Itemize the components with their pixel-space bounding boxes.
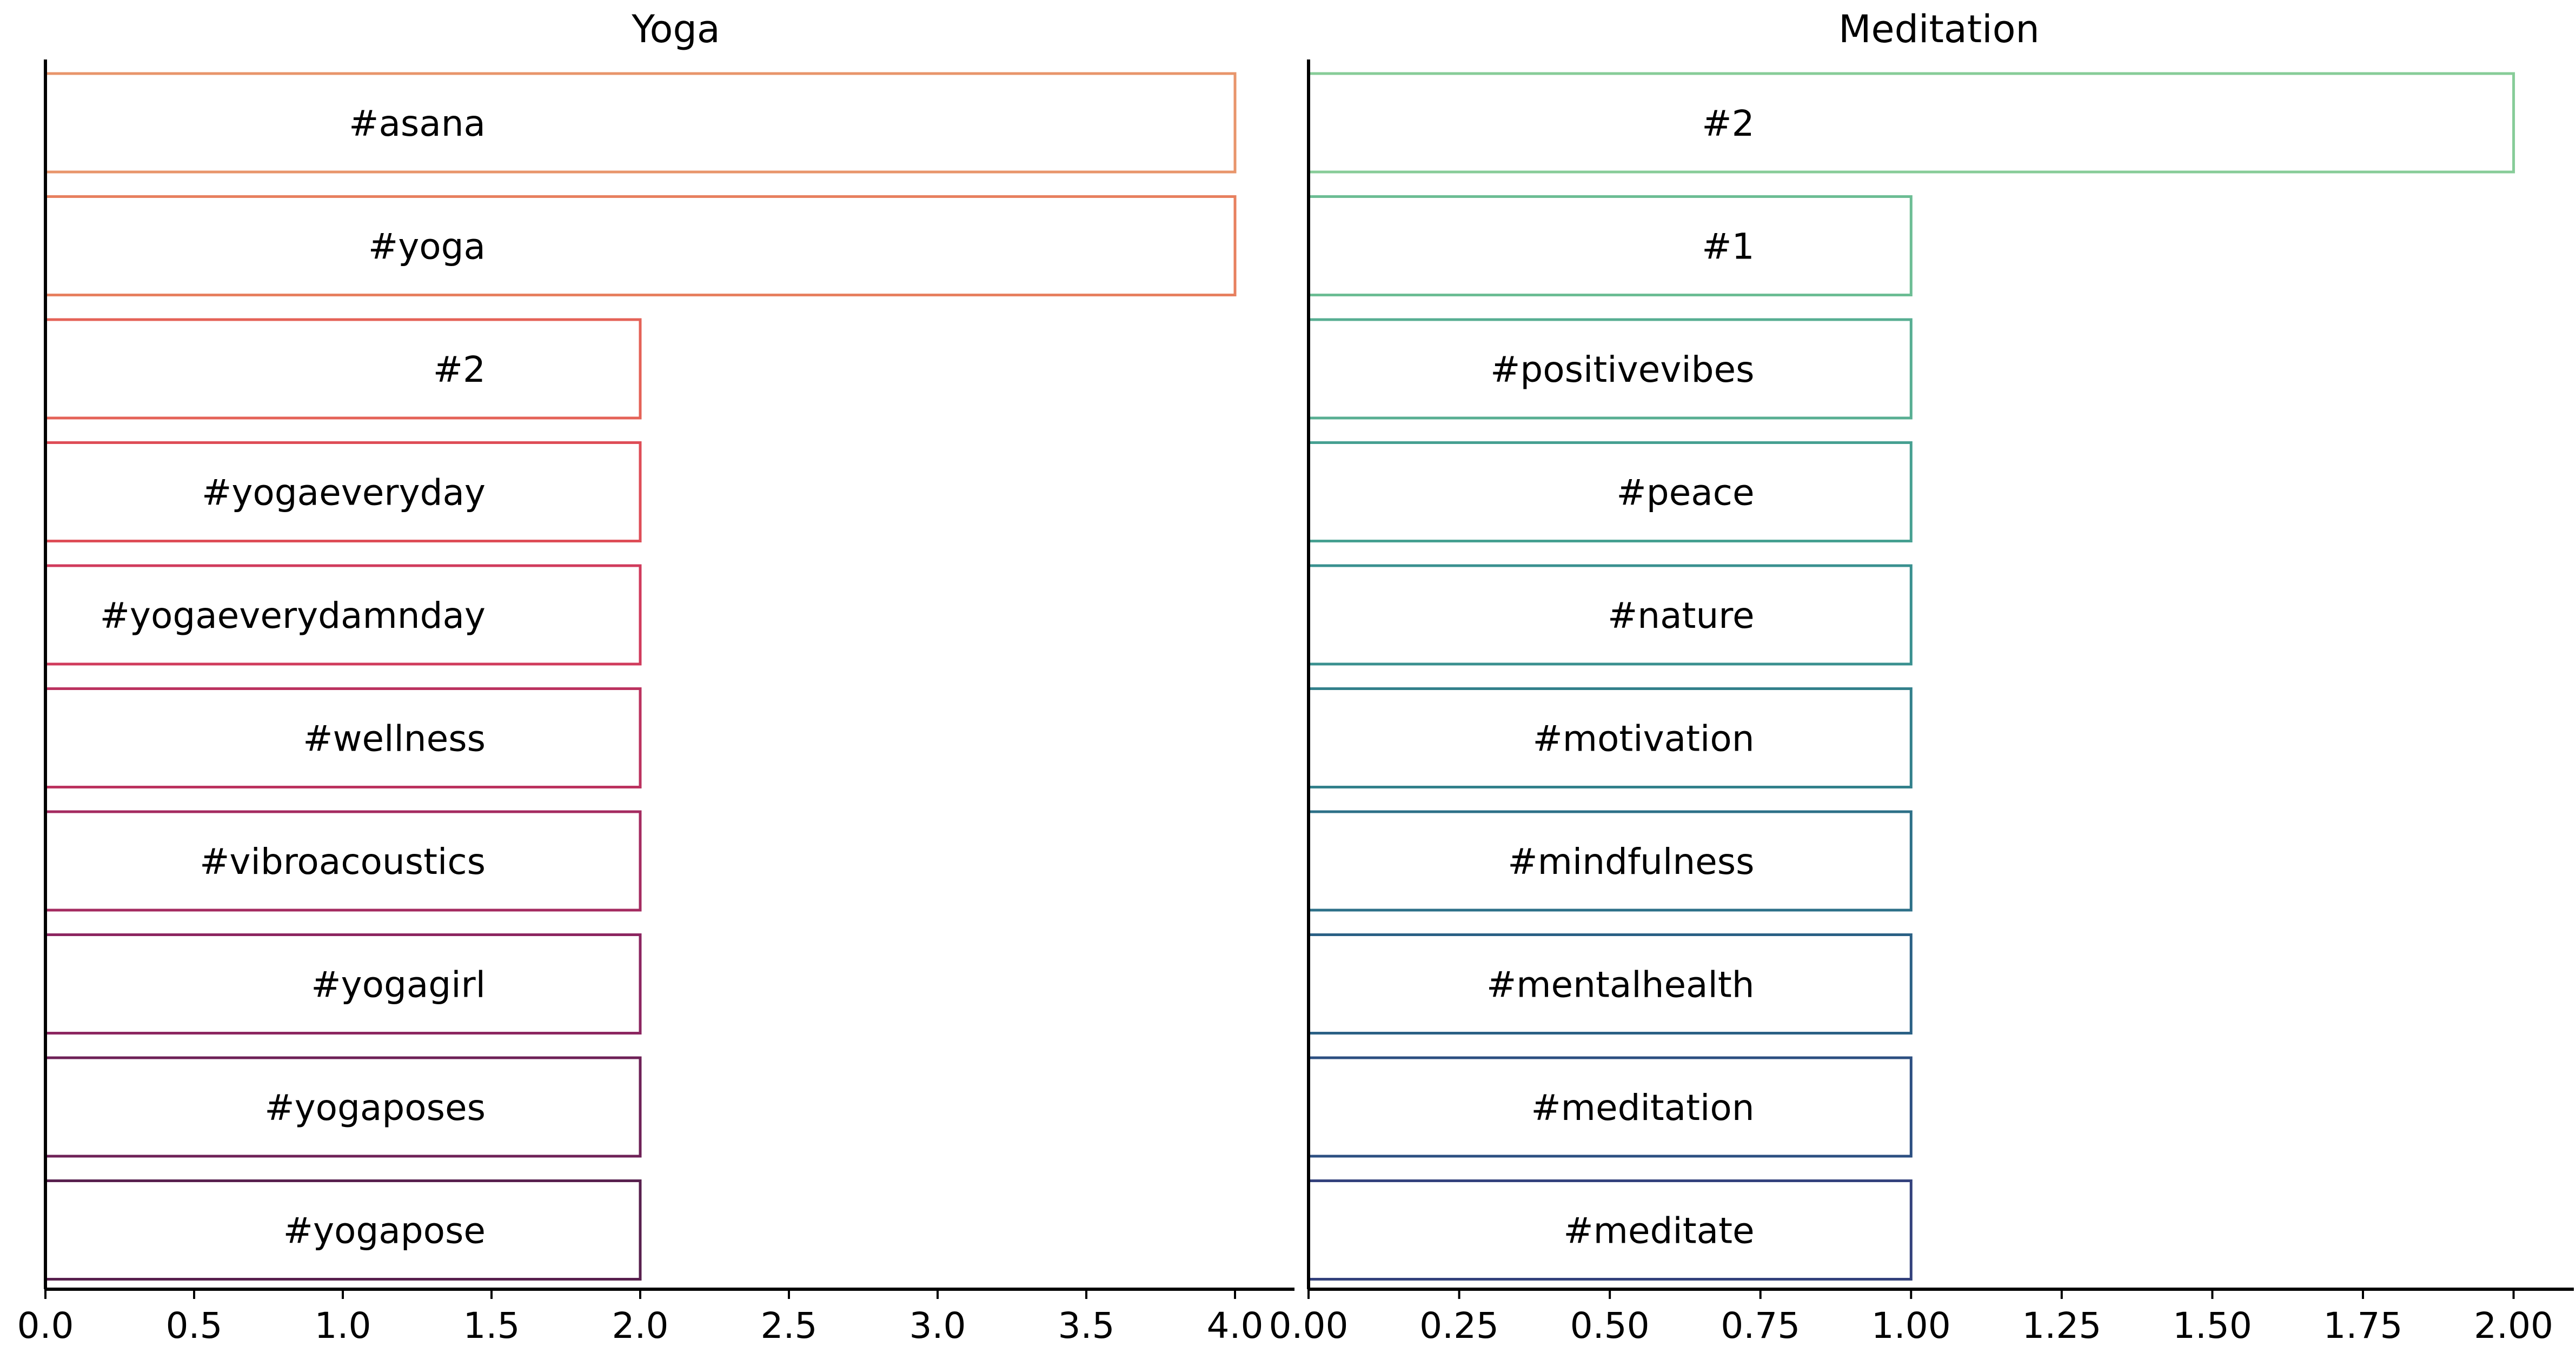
bar-label-meditation-6: #mindfulness xyxy=(1508,841,1754,883)
bar-label-meditation-7: #mentalhealth xyxy=(1486,964,1755,1006)
x-tick-label-meditation-2: 0.50 xyxy=(1570,1305,1650,1347)
x-axis-meditation: 0.00 0.25 0.50 0.75 1.00 1.25 1.50 1.75 2.00 xyxy=(1269,59,2574,1347)
bar-yoga-0 xyxy=(44,72,1237,174)
x-tick-label-yoga-0: 0.0 xyxy=(17,1305,74,1347)
x-axis-yoga: 0.0 0.5 1.0 1.5 2.0 2.5 3.0 3.5 4.0 xyxy=(17,59,1294,1347)
bar-yoga-2 xyxy=(44,318,642,420)
bar-label-meditation-1: #1 xyxy=(1702,226,1754,268)
x-tick-label-meditation-1: 0.25 xyxy=(1419,1305,1499,1347)
panel-title-meditation: Meditation xyxy=(1838,7,2040,51)
bar-label-meditation-5: #motivation xyxy=(1532,718,1754,760)
x-tick-label-meditation-6: 1.50 xyxy=(2173,1305,2252,1347)
panel-meditation: Meditation #2 #1 #positivevibes #peace #natu… xyxy=(1269,7,2574,1347)
bar-label-meditation-0: #2 xyxy=(1702,103,1754,144)
x-tick-label-yoga-1: 0.5 xyxy=(166,1305,223,1347)
bar-label-meditation-2: #positivevibes xyxy=(1490,349,1754,390)
x-tick-label-meditation-7: 1.75 xyxy=(2323,1305,2403,1347)
x-tick-label-yoga-7: 3.5 xyxy=(1058,1305,1115,1347)
x-tick-label-meditation-4: 1.00 xyxy=(1871,1305,1951,1347)
bar-label-meditation-3: #peace xyxy=(1616,472,1754,514)
bar-label-yoga-4: #yogaeverydamnday xyxy=(100,595,486,636)
x-tick-label-yoga-2: 1.0 xyxy=(315,1305,371,1347)
x-tick-label-yoga-4: 2.0 xyxy=(612,1305,669,1347)
panel-title-yoga: Yoga xyxy=(631,7,720,51)
bar-label-yoga-3: #yogaeveryday xyxy=(202,472,486,514)
bar-label-yoga-0: #asana xyxy=(349,103,486,144)
x-tick-label-meditation-8: 2.00 xyxy=(2474,1305,2553,1347)
x-tick-label-yoga-6: 3.0 xyxy=(909,1305,966,1347)
bar-label-yoga-6: #vibroacoustics xyxy=(200,841,486,883)
x-tick-label-yoga-8: 4.0 xyxy=(1207,1305,1264,1347)
x-tick-label-meditation-5: 1.25 xyxy=(2022,1305,2101,1347)
bar-label-yoga-1: #yoga xyxy=(368,226,486,268)
bar-label-meditation-8: #meditation xyxy=(1531,1087,1754,1129)
bar-meditation-1 xyxy=(1307,195,1913,296)
bar-yoga-1 xyxy=(44,195,1237,296)
x-tick-label-yoga-5: 2.5 xyxy=(761,1305,818,1347)
bar-label-yoga-7: #yogagirl xyxy=(311,964,486,1006)
bars-meditation: #2 #1 #positivevibes #peace #nature #motivati… xyxy=(1307,72,2515,1281)
x-tick-label-meditation-0: 0.00 xyxy=(1269,1305,1349,1347)
panel-yoga: Yoga #asana #yoga #2 #yogaeveryday #yogaever… xyxy=(17,7,1294,1347)
bar-label-yoga-5: #wellness xyxy=(303,718,486,760)
bar-label-meditation-9: #meditate xyxy=(1563,1210,1754,1252)
x-tick-label-meditation-3: 0.75 xyxy=(1721,1305,1800,1347)
bar-label-meditation-4: #nature xyxy=(1608,595,1755,636)
bars-yoga: #asana #yoga #2 #yogaeveryday #yogaeverydamn… xyxy=(44,72,1237,1281)
bar-label-yoga-2: #2 xyxy=(433,349,486,390)
bar-meditation-3 xyxy=(1307,441,1913,542)
bar-label-yoga-8: #yogaposes xyxy=(264,1087,486,1129)
x-tick-label-yoga-3: 1.5 xyxy=(463,1305,520,1347)
bar-label-yoga-9: #yogapose xyxy=(283,1210,486,1252)
bar-meditation-0 xyxy=(1307,72,2515,174)
